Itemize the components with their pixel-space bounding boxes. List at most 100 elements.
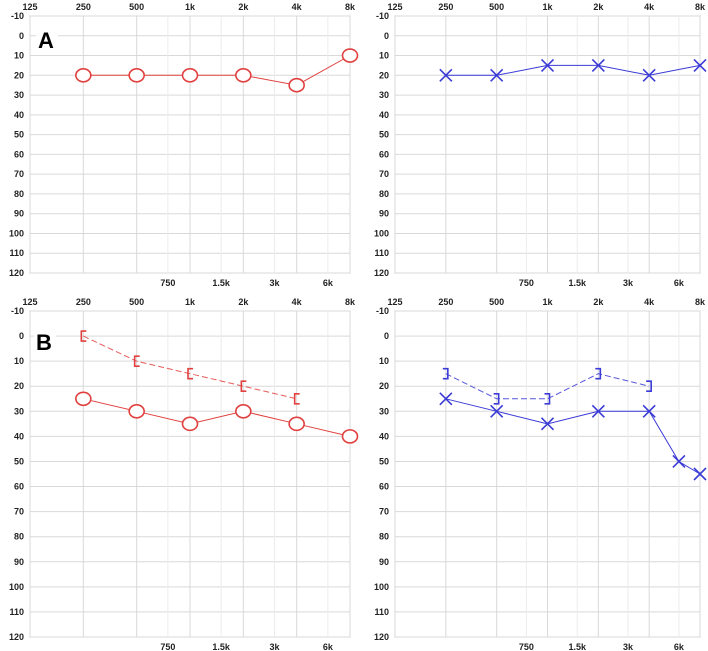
x-marker	[540, 58, 555, 72]
y-tick-label: 90	[14, 557, 24, 567]
series-line	[83, 55, 351, 86]
x-top-tick-label: 2k	[238, 297, 249, 307]
x-top-tick-label: 250	[438, 297, 453, 307]
series-x	[439, 58, 707, 82]
x-marker	[591, 404, 605, 418]
y-tick-label: 90	[379, 209, 389, 219]
x-top-tick-label: 4k	[644, 2, 655, 12]
y-tick-label: 80	[14, 532, 24, 542]
series-circle	[75, 48, 359, 93]
x-marker	[672, 454, 686, 469]
x-marker	[439, 392, 453, 406]
y-tick-label: 10	[14, 356, 24, 366]
y-tick-label: 10	[379, 356, 389, 366]
x-top-tick-label: 4k	[292, 297, 303, 307]
circle-marker	[288, 77, 305, 93]
x-marker	[693, 58, 707, 72]
circle-marker	[181, 416, 199, 432]
bracket-marker	[187, 367, 193, 380]
y-tick-label: 110	[9, 607, 24, 617]
x-top-tick-label: 8k	[695, 2, 706, 12]
x-bottom-tick-label: 750	[160, 642, 175, 651]
x-marker-stroke	[490, 404, 504, 418]
series-bracket-right	[442, 367, 652, 405]
y-tick-label: 10	[14, 51, 24, 61]
x-top-tick-label: 1k	[185, 2, 196, 12]
y-tick-label: 30	[379, 406, 389, 416]
x-bottom-tick-label: 6k	[674, 278, 685, 288]
y-tick-label: 0	[384, 31, 389, 41]
bracket-marker	[80, 330, 87, 342]
y-tick-label: 100	[374, 582, 389, 592]
x-marker	[540, 417, 555, 431]
x-marker	[490, 68, 504, 82]
x-bottom-tick-label: 3k	[623, 642, 634, 651]
y-tick-label: 0	[19, 31, 24, 41]
x-top-tick-label: 250	[76, 297, 91, 307]
y-tick-label: 60	[14, 149, 24, 159]
y-tick-label: 20	[379, 70, 389, 80]
y-tick-label: -10	[11, 306, 24, 316]
bracket-marker	[442, 367, 449, 380]
audiogram-panel-b-right: -10 0 10 20 30 40 50 60 70 80 90 100 110 120 125 250 500…	[9, 297, 359, 651]
panel-label-background	[36, 29, 58, 53]
x-top-tick-label: 125	[22, 2, 37, 12]
y-tick-label: 100	[9, 582, 24, 592]
x-top-tick-label: 500	[129, 297, 144, 307]
y-tick-label: -10	[11, 11, 24, 21]
x-marker-stroke	[490, 68, 504, 82]
y-tick-label: 60	[14, 482, 24, 492]
y-tick-label: 50	[379, 130, 389, 140]
x-marker	[490, 404, 504, 418]
x-top-tick-label: 8k	[345, 297, 356, 307]
x-marker-stroke	[693, 467, 707, 481]
y-tick-label: 70	[379, 169, 389, 179]
x-marker	[693, 467, 707, 481]
y-tick-label: 70	[14, 507, 24, 517]
x-top-tick-label: 125	[387, 2, 402, 12]
x-marker-stroke	[439, 68, 453, 82]
series-bracket-left	[80, 330, 300, 405]
x-top-tick-label: 500	[129, 2, 144, 12]
series-line	[445, 373, 650, 400]
x-top-tick-label: 125	[387, 297, 402, 307]
bracket-marker	[595, 367, 602, 380]
y-tick-label: -10	[376, 306, 389, 316]
y-tick-label: 70	[14, 169, 24, 179]
audiogram-panel-a-right: -10 0 10 20 30 40 50 60 70 80 90 100 110 120 125 250 500…	[9, 2, 359, 288]
series-circle	[75, 391, 359, 444]
x-top-tick-label: 500	[489, 297, 504, 307]
y-tick-label: 30	[14, 406, 24, 416]
circle-marker	[288, 416, 305, 432]
bracket-marker	[240, 380, 247, 393]
x-bottom-tick-label: 750	[160, 278, 175, 288]
y-tick-label: -10	[376, 11, 389, 21]
x-marker-stroke	[642, 404, 656, 418]
y-tick-label: 120	[374, 268, 389, 278]
x-bottom-tick-label: 750	[519, 642, 534, 651]
bracket-marker	[544, 392, 551, 405]
x-marker-stroke	[540, 58, 555, 72]
y-tick-label: 50	[14, 130, 24, 140]
y-tick-label: 20	[379, 381, 389, 391]
circle-marker	[128, 404, 145, 419]
x-top-tick-label: 2k	[593, 2, 604, 12]
x-bottom-tick-label: 6k	[674, 642, 685, 651]
circle-marker	[341, 429, 359, 444]
y-tick-label: 10	[379, 51, 389, 61]
x-top-tick-label: 8k	[345, 2, 356, 12]
x-bottom-tick-label: 1.5k	[212, 278, 231, 288]
panel-label-background	[34, 331, 56, 355]
y-tick-label: 100	[374, 228, 389, 238]
series-x	[439, 392, 707, 481]
x-marker	[439, 68, 453, 82]
x-marker	[591, 58, 605, 72]
x-top-tick-label: 1k	[542, 297, 553, 307]
x-bottom-tick-label: 1.5k	[568, 278, 587, 288]
x-bottom-tick-label: 3k	[270, 642, 281, 651]
circle-marker	[75, 391, 92, 407]
circle-marker	[128, 68, 145, 83]
x-marker	[642, 68, 656, 82]
x-top-tick-label: 4k	[292, 2, 303, 12]
